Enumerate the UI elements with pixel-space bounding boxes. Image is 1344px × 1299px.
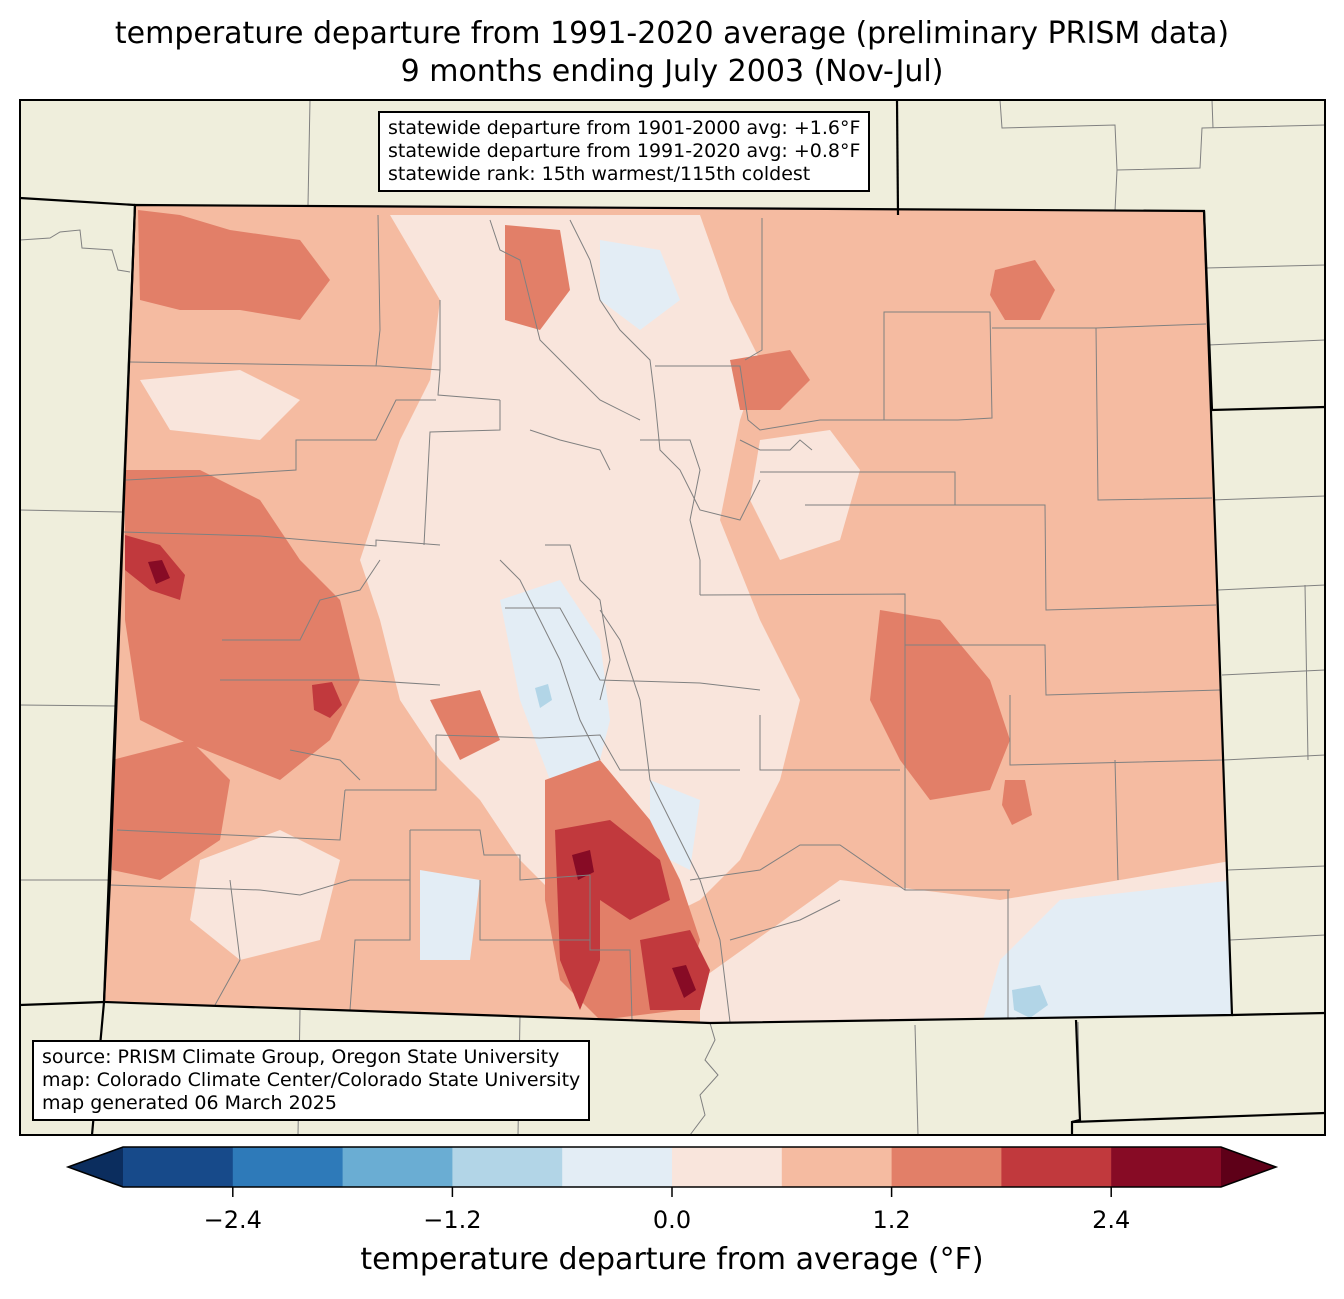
colorado-contours — [104, 205, 1232, 1023]
contour-very-hot-2 — [672, 965, 696, 998]
contour-cool-3 — [420, 870, 480, 960]
colorbar-over-arrow — [1221, 1147, 1276, 1187]
colorbar-bins — [123, 1147, 1222, 1187]
contour-neutral-northwest — [140, 370, 300, 440]
source-map-credit: map: Colorado Climate Center/Colorado St… — [42, 1069, 581, 1091]
contour-hot-west — [312, 682, 342, 718]
source-prism: source: PRISM Climate Group, Oregon Stat… — [42, 1046, 560, 1068]
map-frame — [19, 99, 1326, 1136]
colorbar-label: temperature departure from average (°F) — [360, 1242, 984, 1277]
contour-very-hot-3 — [148, 560, 170, 584]
contour-warm-front-range — [730, 350, 810, 410]
colorbar-bin — [342, 1147, 453, 1187]
colorbar-bin — [1111, 1147, 1222, 1187]
stats-departure-1991-2020: statewide departure from 1991-2020 avg: … — [388, 140, 861, 162]
colorbar-bin — [123, 1147, 234, 1187]
contour-warm-far-northwest — [138, 210, 330, 320]
map-title-line-2: 9 months ending July 2003 (Nov-Jul) — [400, 54, 944, 89]
map-title-line-1: temperature departure from 1991-2020 ave… — [114, 16, 1230, 51]
contour-cool-1 — [500, 580, 610, 800]
contour-neutral-northeast — [750, 430, 860, 560]
statewide-stats-box: statewide departure from 1901-2000 avg: … — [378, 111, 871, 192]
colorbar-tick-label: −2.4 — [203, 1206, 262, 1234]
colorbar-bin — [1001, 1147, 1112, 1187]
contour-warm-west-central — [430, 690, 500, 760]
source-generated-date: map generated 06 March 2025 — [42, 1092, 337, 1114]
stats-departure-1901-2000: statewide departure from 1901-2000 avg: … — [388, 117, 861, 139]
colorbar-under-arrow — [68, 1147, 123, 1187]
contour-warm-southeast-2 — [1002, 780, 1032, 825]
colorbar-outline — [65, 1146, 1279, 1188]
stats-rank: statewide rank: 15th warmest/115th colde… — [388, 163, 811, 185]
contour-neutral-southwest — [190, 830, 340, 960]
colorbar-bin — [562, 1147, 673, 1187]
contour-warm-northwest — [125, 470, 360, 780]
colorbar-bin — [452, 1147, 563, 1187]
contour-warm-northeast — [990, 260, 1055, 320]
contour-warm-southwest — [112, 740, 230, 880]
contour-very-hot-1 — [572, 850, 594, 880]
colorbar-tick-label: 1.2 — [872, 1206, 911, 1234]
colorbar-bin — [232, 1147, 344, 1187]
colorbar-tick-label: 0.0 — [652, 1206, 692, 1234]
colorbar — [65, 1146, 1279, 1197]
map-border — [19, 99, 1326, 1136]
contour-cool-4 — [980, 880, 1232, 1023]
contour-warm-north-central — [505, 225, 570, 330]
colorado-county-lines — [109, 214, 1223, 1023]
colorbar-bin — [672, 1147, 783, 1187]
contour-cool-7 — [535, 684, 552, 708]
colorbar-tick-label: 2.4 — [1092, 1206, 1131, 1234]
colorbar-bin — [891, 1147, 1002, 1187]
contour-cool-2 — [600, 240, 680, 330]
colorbar-tick-marks — [232, 1187, 1112, 1197]
colorbar-bin — [781, 1147, 893, 1187]
colorbar-tick-label: −1.2 — [423, 1206, 482, 1234]
contour-cool-6 — [1012, 985, 1048, 1018]
source-box: source: PRISM Climate Group, Oregon Stat… — [32, 1040, 591, 1121]
colorado-border — [102, 203, 1234, 1025]
